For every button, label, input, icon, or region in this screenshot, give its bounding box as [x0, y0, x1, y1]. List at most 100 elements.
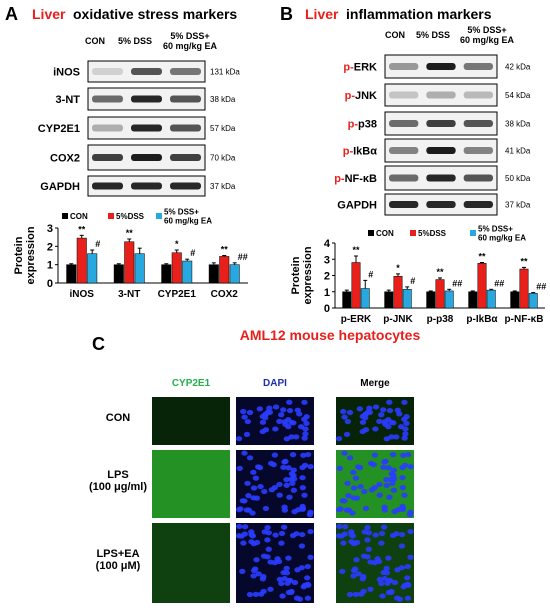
y-tick-label: 0 — [47, 278, 53, 290]
significance-label: ** — [352, 245, 360, 255]
blot-band — [389, 63, 419, 70]
nucleus — [378, 412, 385, 418]
nucleus — [245, 493, 252, 499]
blot-label: iNOS — [53, 67, 80, 79]
y-tick-label: 2 — [47, 241, 53, 253]
nucleus — [307, 528, 314, 535]
nucleus — [253, 557, 260, 563]
nucleus — [257, 483, 264, 490]
blot-label: CYP2E1 — [38, 123, 80, 135]
nucleus — [390, 472, 397, 479]
bar — [435, 279, 445, 309]
column-header: Merge — [360, 378, 390, 389]
label-prefix: p- — [343, 62, 354, 74]
nucleus — [246, 455, 254, 461]
nucleus — [237, 506, 244, 512]
nucleus — [396, 411, 403, 417]
micrograph — [152, 523, 230, 603]
kda-label: 54 kDa — [505, 91, 531, 100]
nucleus — [300, 584, 307, 590]
nucleus — [344, 418, 352, 425]
nucleus — [260, 553, 268, 559]
nucleus — [250, 573, 257, 579]
nucleus — [261, 488, 268, 495]
nucleus — [286, 399, 293, 405]
nucleus — [240, 408, 247, 415]
kda-label: 38 kDa — [505, 120, 531, 129]
nucleus — [402, 431, 409, 437]
nucleus — [285, 465, 292, 471]
nucleus — [297, 424, 305, 430]
nucleus — [401, 492, 408, 498]
nucleus — [236, 523, 243, 530]
bar — [351, 262, 361, 309]
bar — [219, 256, 230, 284]
y-tick-label: 3 — [324, 254, 330, 266]
nucleus — [243, 431, 251, 438]
nucleus — [291, 579, 299, 586]
nucleus — [386, 399, 393, 405]
nucleus — [243, 507, 251, 513]
nucleus — [376, 418, 383, 424]
nucleus — [357, 591, 365, 597]
kda-label: 42 kDa — [505, 63, 531, 72]
micrograph-bg — [152, 397, 230, 445]
legend-label: 5%DSS — [116, 212, 145, 221]
nucleus — [276, 481, 283, 488]
blot-label: p-NF-κB — [334, 173, 377, 185]
nucleus — [390, 487, 398, 493]
blot-band — [463, 120, 493, 127]
y-axis-label: Proteinexpression — [290, 246, 314, 304]
nucleus — [304, 451, 312, 458]
nucleus — [345, 493, 352, 499]
nucleus — [250, 495, 257, 501]
nucleus — [376, 492, 383, 498]
nucleus — [398, 543, 406, 549]
nucleus — [339, 568, 346, 574]
micrograph — [335, 397, 414, 445]
bar — [360, 288, 370, 309]
nucleus — [295, 507, 302, 513]
nucleus — [391, 579, 399, 586]
nucleus — [400, 452, 407, 458]
nucleus — [346, 591, 354, 598]
nucleus — [364, 537, 371, 543]
nucleus — [359, 419, 367, 425]
blot-label: p-p38 — [348, 119, 377, 131]
nucleus — [372, 426, 379, 432]
blot-band — [92, 68, 123, 75]
label-name: ERK — [354, 62, 377, 74]
bar — [486, 289, 496, 309]
micrograph — [236, 450, 314, 518]
blot-band — [389, 120, 419, 127]
x-tick-label: iNOS — [70, 289, 95, 300]
label-prefix: p- — [343, 146, 354, 158]
bar — [124, 241, 135, 284]
nucleus — [256, 406, 264, 412]
nucleus — [272, 404, 280, 410]
nucleus — [299, 475, 306, 481]
significance-label: ## — [238, 252, 248, 262]
nucleus — [303, 420, 310, 427]
nucleus — [376, 481, 383, 488]
nucleus — [399, 485, 407, 491]
nucleus — [286, 577, 293, 583]
nucleus — [296, 596, 304, 602]
nucleus — [386, 407, 394, 414]
nucleus — [255, 571, 262, 577]
bar — [182, 260, 193, 284]
nucleus — [278, 530, 286, 537]
nucleus — [350, 469, 357, 475]
nucleus — [341, 524, 349, 530]
nucleus — [272, 532, 279, 538]
blot-band — [463, 63, 493, 70]
significance-label: ## — [536, 282, 546, 292]
nucleus — [267, 559, 274, 565]
nucleus — [280, 524, 288, 530]
nucleus — [252, 475, 260, 481]
x-tick-label: 3-NT — [118, 289, 140, 300]
blot-label: GAPDH — [40, 181, 80, 193]
nucleus — [351, 566, 359, 572]
nucleus — [353, 539, 361, 546]
blot-band — [131, 68, 162, 75]
